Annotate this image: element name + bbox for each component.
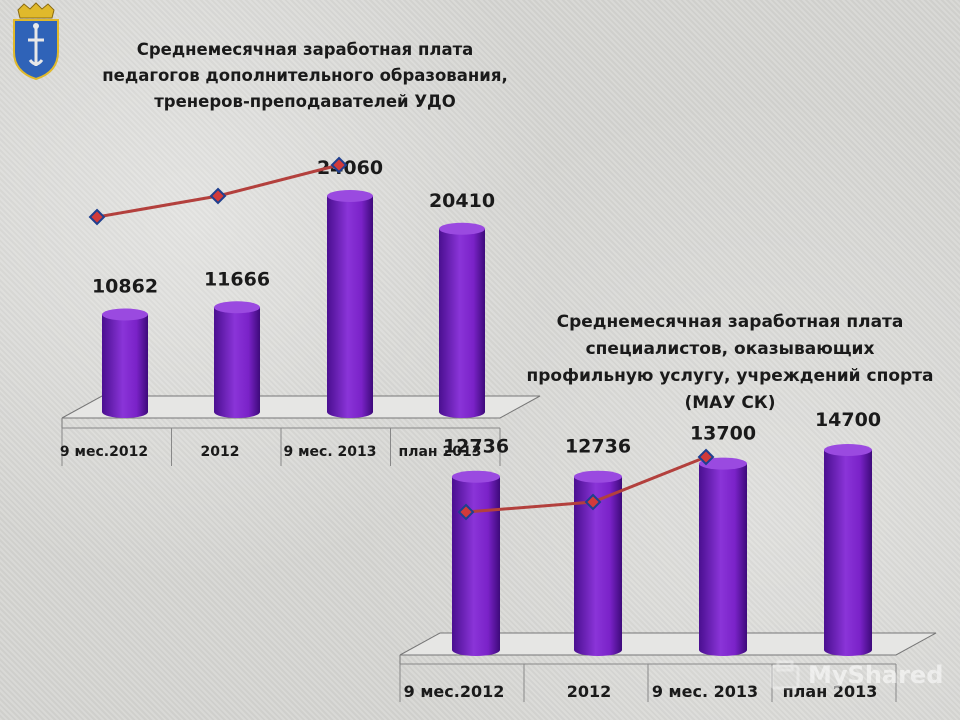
chart-2-title: Среднемесячная заработная плата специалис… xyxy=(505,309,955,417)
bar xyxy=(214,301,260,418)
chart-1-title: Среднемесячная заработная плата педагогов… xyxy=(70,37,540,115)
tick-label: 9 мес.2012 xyxy=(60,444,148,460)
trend-marker xyxy=(88,208,106,226)
data-label: 12736 xyxy=(443,436,509,458)
data-label: 13700 xyxy=(690,423,756,445)
bar xyxy=(452,470,500,656)
tick-label: план 2013 xyxy=(783,682,878,701)
data-label: 11666 xyxy=(204,268,270,290)
bar xyxy=(327,190,373,418)
data-label: 14700 xyxy=(815,409,881,431)
data-label: 12736 xyxy=(565,436,631,458)
trend-marker xyxy=(697,448,715,466)
title-line: педагогов дополнительного образования, xyxy=(102,66,508,85)
bar xyxy=(574,470,622,656)
tick-label: 9 мес. 2013 xyxy=(283,444,376,460)
bar xyxy=(699,457,747,656)
data-label: 20410 xyxy=(429,190,495,212)
tick-label: 9 мес.2012 xyxy=(404,682,505,701)
title-line: Среднемесячная заработная плата xyxy=(556,312,904,332)
data-label: 10862 xyxy=(92,275,158,297)
tick-label: 2012 xyxy=(201,444,240,460)
bar xyxy=(102,308,148,418)
title-line: профильную услугу, учреждений спорта xyxy=(526,366,934,386)
bar xyxy=(824,444,872,656)
bar xyxy=(439,222,485,418)
trend-marker xyxy=(584,493,602,511)
tick-label: 2012 xyxy=(567,682,612,701)
watermark-logo-icon xyxy=(770,660,800,690)
trend-marker xyxy=(457,503,475,521)
tick-label: план 2013 xyxy=(399,444,482,460)
trend-marker xyxy=(330,156,348,174)
chart-floor xyxy=(61,395,541,419)
tick-label: 9 мес. 2013 xyxy=(652,682,758,701)
trend-marker xyxy=(209,187,227,205)
title-line: тренеров-преподавателей УДО xyxy=(154,92,456,111)
watermark-text: MyShared xyxy=(808,661,944,689)
coat-of-arms-icon xyxy=(13,2,59,80)
title-line: (МАУ СК) xyxy=(684,393,776,413)
title-line: Среднемесячная заработная плата xyxy=(136,40,474,59)
title-line: специалистов, оказывающих xyxy=(585,339,875,359)
